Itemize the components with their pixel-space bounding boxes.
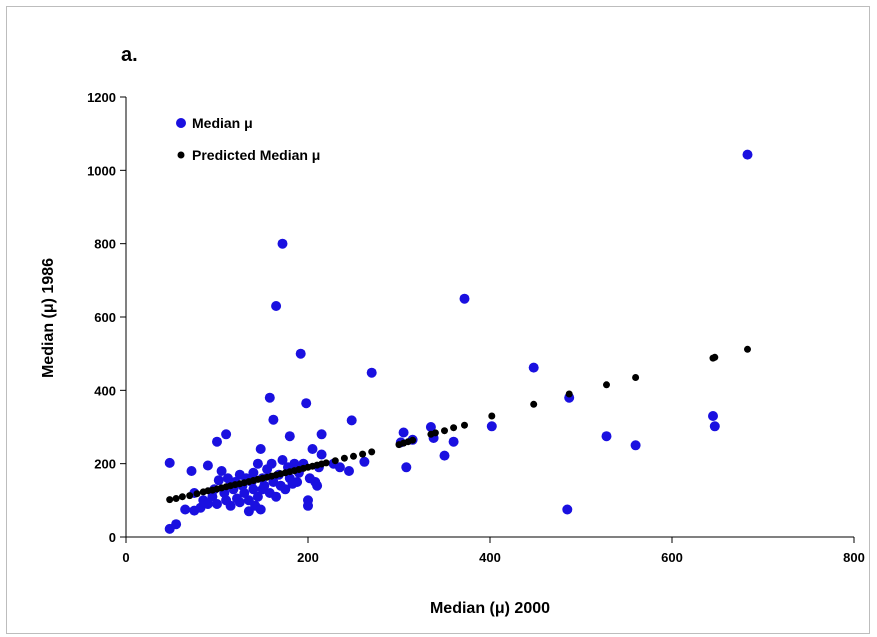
median-point: [256, 505, 266, 515]
median-point: [449, 437, 459, 447]
x-axis: 0 200 400 600 800: [122, 537, 864, 565]
predicted-median-point: [350, 453, 357, 460]
predicted-median-point: [488, 413, 495, 420]
median-point: [221, 429, 231, 439]
median-point: [347, 415, 357, 425]
predicted-median-point: [173, 495, 180, 502]
y-axis-title: Median (μ) 1986: [40, 258, 57, 378]
series-layer: [165, 150, 753, 534]
median-point: [267, 459, 277, 469]
median-point: [235, 497, 245, 507]
predicted-median-point: [341, 455, 348, 462]
median-point: [187, 466, 197, 476]
y-tick-label: 1200: [87, 90, 116, 105]
predicted-median-point: [744, 346, 751, 353]
y-tick-label: 400: [94, 383, 116, 398]
y-tick-label: 1000: [87, 163, 116, 178]
predicted-median-point: [450, 424, 457, 431]
median-point: [440, 451, 450, 461]
median-point: [212, 499, 222, 509]
x-tick-label: 0: [122, 550, 129, 565]
x-tick-label: 800: [843, 550, 865, 565]
median-point: [529, 363, 539, 373]
x-tick-label: 400: [479, 550, 501, 565]
predicted-median-point: [332, 457, 339, 464]
y-tick-label: 600: [94, 310, 116, 325]
predicted-median-point: [432, 429, 439, 436]
median-point: [256, 444, 266, 454]
median-point: [359, 457, 369, 467]
median-point: [710, 421, 720, 431]
y-tick-label: 200: [94, 457, 116, 472]
median-point: [296, 349, 306, 359]
median-point: [292, 477, 302, 487]
median-point: [265, 393, 275, 403]
median-point: [165, 458, 175, 468]
median-point: [562, 505, 572, 515]
median-point: [708, 411, 718, 421]
median-point: [214, 475, 224, 485]
median-point: [180, 505, 190, 515]
legend-marker-median: [176, 118, 186, 128]
panel-label: a.: [121, 44, 138, 66]
legend-label-median: Median μ: [192, 115, 253, 131]
predicted-median-point: [711, 354, 718, 361]
median-point: [312, 481, 322, 491]
predicted-median-point: [461, 422, 468, 429]
predicted-median-point: [359, 451, 366, 458]
median-point: [317, 429, 327, 439]
median-point: [602, 431, 612, 441]
median-point: [308, 444, 318, 454]
median-point: [743, 150, 753, 160]
y-tick-label: 0: [109, 530, 116, 545]
median-point: [285, 431, 295, 441]
predicted-median-point: [632, 374, 639, 381]
median-point: [460, 294, 470, 304]
predicted-median-point: [603, 381, 610, 388]
predicted-median-point: [530, 401, 537, 408]
median-point: [317, 450, 327, 460]
median-point: [203, 461, 213, 471]
median-point: [487, 421, 497, 431]
x-axis-title: Median (μ) 2000: [430, 600, 550, 617]
series-predicted-median: [166, 346, 751, 503]
median-point: [303, 495, 313, 505]
median-point: [268, 415, 278, 425]
predicted-median-point: [566, 391, 573, 398]
x-tick-label: 600: [661, 550, 683, 565]
median-point: [271, 492, 281, 502]
legend-label-predicted: Predicted Median μ: [192, 147, 320, 163]
predicted-median-point: [441, 427, 448, 434]
median-point: [253, 459, 263, 469]
x-tick-label: 200: [297, 550, 319, 565]
median-point: [271, 301, 281, 311]
predicted-median-point: [186, 492, 193, 499]
predicted-median-point: [166, 496, 173, 503]
median-point: [399, 428, 409, 438]
median-point: [301, 398, 311, 408]
predicted-median-point: [179, 493, 186, 500]
predicted-median-point: [368, 448, 375, 455]
legend: Median μ Predicted Median μ: [176, 115, 320, 163]
predicted-median-point: [323, 459, 330, 466]
legend-marker-predicted: [178, 152, 185, 159]
predicted-median-point: [409, 437, 416, 444]
median-point: [171, 519, 181, 529]
median-point: [344, 466, 354, 476]
median-point: [367, 368, 377, 378]
y-tick-label: 800: [94, 237, 116, 252]
y-axis: 0 200 400 600 800 1000 1200: [87, 90, 126, 545]
median-point: [631, 440, 641, 450]
series-median: [165, 150, 753, 534]
median-point: [212, 437, 222, 447]
predicted-median-point: [194, 490, 201, 497]
median-point: [401, 462, 411, 472]
median-point: [278, 239, 288, 249]
